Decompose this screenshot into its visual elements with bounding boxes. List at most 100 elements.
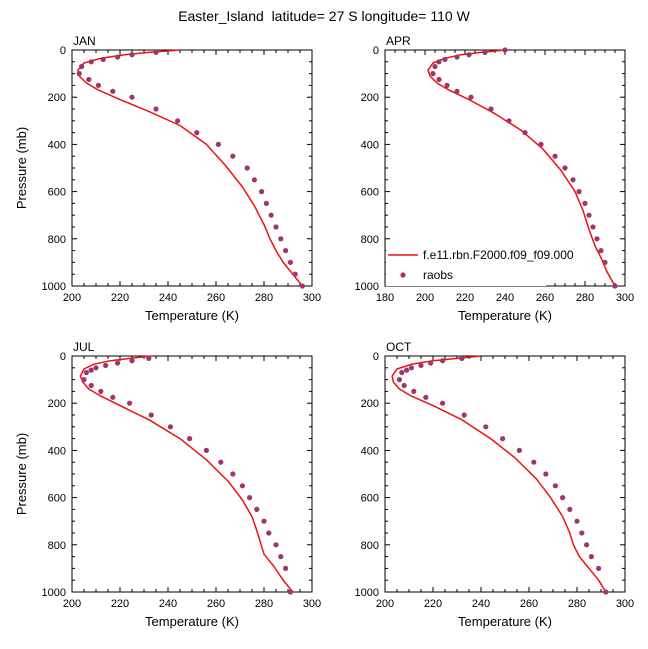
x-axis-label: Temperature (K) [458,308,552,323]
raobs-point [436,59,442,65]
raobs-point [423,394,429,400]
legend-box [386,244,546,286]
raobs-point [454,88,460,94]
raobs-point [586,212,592,218]
y-tick-label: 200 [361,92,379,104]
panel-jan: 200 220 240 260 280 300 0 200 400 600 800 1000 JAN Te… [14,34,321,323]
x-tick-label: 180 [376,292,394,304]
y-tick-label: 0 [60,351,66,363]
raobs-point [287,589,293,595]
raobs-point [88,59,94,65]
raobs-point [187,436,193,442]
panel-label-apr: APR [386,34,411,48]
raobs-point [259,189,265,195]
raobs-point [88,382,94,389]
raobs-point [482,49,488,55]
raobs-point [396,377,402,383]
y-tick-label: 1000 [42,281,66,293]
y-tick-label: 400 [48,445,66,457]
model-line [391,355,607,593]
raobs-point [612,283,618,289]
raobs-point [436,76,442,83]
raobs-point [299,283,305,289]
x-tick-label: 300 [303,292,321,304]
raobs-point [254,506,260,512]
model-line [77,49,303,287]
plot-frame [71,355,313,593]
raobs-point [83,369,89,376]
raobs-point [261,518,267,524]
raobs-point [596,565,602,572]
raobs-point [263,200,269,206]
x-tick-label: 260 [207,598,225,610]
raobs-point [129,52,135,58]
x-tick-label: 220 [111,598,129,610]
y-axis-label: Pressure (mb) [14,127,29,209]
raobs-point [567,506,573,512]
raobs-point [148,412,154,418]
x-tick-label: 240 [159,598,177,610]
raobs-point [268,212,274,218]
x-tick-label: 260 [536,292,554,304]
raobs-point [432,63,438,70]
raobs-point [598,248,604,254]
raobs-point [459,355,465,361]
raobs-point [88,367,94,373]
x-tick-label: 280 [576,292,594,304]
raobs-point [538,141,544,147]
raobs-point [552,483,559,489]
y-tick-label: 0 [373,45,379,57]
y-tick-label: 0 [373,351,379,363]
x-tick-label: 280 [568,598,586,610]
raobs-point [215,141,221,147]
raobs-point [239,483,245,489]
raobs-point [103,362,109,369]
raobs-point [127,400,133,406]
raobs-point [167,424,173,430]
raobs-point [115,54,121,60]
raobs-point [153,49,159,55]
y-tick-label: 1000 [355,281,379,293]
raobs-point [602,259,608,265]
raobs-point [251,177,257,183]
raobs-point [603,589,609,595]
raobs-point [418,362,424,369]
raobs-point [552,153,558,159]
raobs-point [516,447,523,453]
panel-oct: 200 220 240 260 280 300 0 200 400 600 800 1000 OCT Te… [355,340,635,629]
model-line [79,355,294,593]
x-tick-label: 240 [496,292,514,304]
y-tick-label: 400 [361,139,379,151]
raobs-point [146,355,152,361]
raobs-point [576,189,582,195]
raobs-point [488,106,494,112]
raobs-point [454,54,460,60]
y-tick-label: 800 [48,540,66,552]
raobs-point [115,360,121,366]
raobs-point [129,94,135,100]
raobs-point [579,530,585,536]
raobs-point [266,530,272,536]
raobs-point [430,71,436,77]
panel-label-oct: OCT [386,340,412,354]
legend-label-model: f.e11.rbn.F2000.f09_f09.000 [423,248,574,262]
raobs-point [588,554,595,560]
raobs-point [444,82,450,88]
x-axis-label: Temperature (K) [458,614,552,629]
raobs-point [502,47,508,53]
y-tick-label: 600 [48,187,66,199]
raobs-point [408,365,414,371]
raobs-point [194,130,200,136]
x-tick-label: 300 [616,292,634,304]
raobs-point [461,412,467,418]
raobs-point [79,63,85,70]
raobs-point [175,118,181,124]
raobs-point [468,94,474,100]
raobs-point [570,177,576,183]
raobs-point [273,224,279,230]
x-axis-label: Temperature (K) [145,614,239,629]
raobs-point [95,82,101,88]
raobs-point [93,365,99,371]
y-tick-label: 600 [48,493,66,505]
raobs-point [483,424,489,430]
